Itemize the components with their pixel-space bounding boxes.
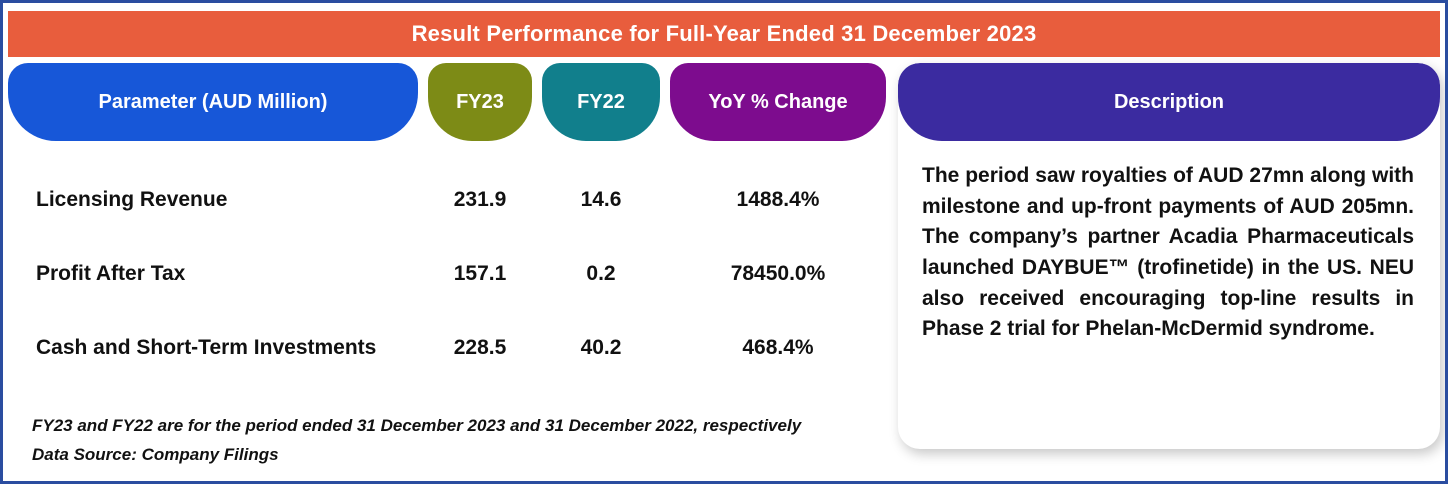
column-header-description: Description: [898, 63, 1440, 141]
column-header-fy22: FY22: [542, 63, 660, 141]
content-area: Parameter (AUD Million) FY23 FY22 YoY % …: [8, 63, 1440, 475]
results-table: Parameter (AUD Million) FY23 FY22 YoY % …: [8, 63, 886, 475]
table-body: Licensing Revenue 231.9 14.6 1488.4% Pro…: [8, 163, 886, 385]
footnote-data-source: Data Source: Company Filings: [32, 445, 279, 464]
row-fy22-value: 40.2: [580, 336, 622, 359]
table-row: Profit After Tax 157.1 0.2 78450.0%: [8, 237, 886, 311]
row-yoy-value: 1488.4%: [736, 188, 820, 211]
footnotes: FY23 and FY22 are for the period ended 3…: [8, 407, 886, 475]
row-fy23-value: 231.9: [453, 188, 507, 211]
row-yoy-value: 78450.0%: [730, 262, 826, 285]
table-row: Cash and Short-Term Investments 228.5 40…: [8, 311, 886, 385]
row-parameter-label: Cash and Short-Term Investments: [36, 336, 377, 359]
title-banner: Result Performance for Full-Year Ended 3…: [8, 11, 1440, 57]
row-yoy-value: 468.4%: [742, 336, 814, 359]
row-fy23-value: 228.5: [453, 336, 507, 359]
description-text: The period saw royalties of AUD 27mn alo…: [922, 164, 1414, 341]
column-header-yoy-change: YoY % Change: [670, 63, 886, 141]
page-title: Result Performance for Full-Year Ended 3…: [411, 21, 1037, 46]
description-card: Description The period saw royalties of …: [898, 63, 1440, 449]
row-fy22-value: 0.2: [586, 262, 616, 285]
footnote-period: FY23 and FY22 are for the period ended 3…: [32, 416, 802, 435]
column-header-parameter: Parameter (AUD Million): [8, 63, 418, 141]
column-header-fy23: FY23: [428, 63, 532, 141]
table-row: Licensing Revenue 231.9 14.6 1488.4%: [8, 163, 886, 237]
row-fy22-value: 14.6: [580, 188, 622, 211]
row-parameter-label: Licensing Revenue: [36, 188, 228, 211]
table-header-row: Parameter (AUD Million) FY23 FY22 YoY % …: [8, 63, 886, 141]
row-parameter-label: Profit After Tax: [36, 262, 186, 285]
row-fy23-value: 157.1: [453, 262, 507, 285]
